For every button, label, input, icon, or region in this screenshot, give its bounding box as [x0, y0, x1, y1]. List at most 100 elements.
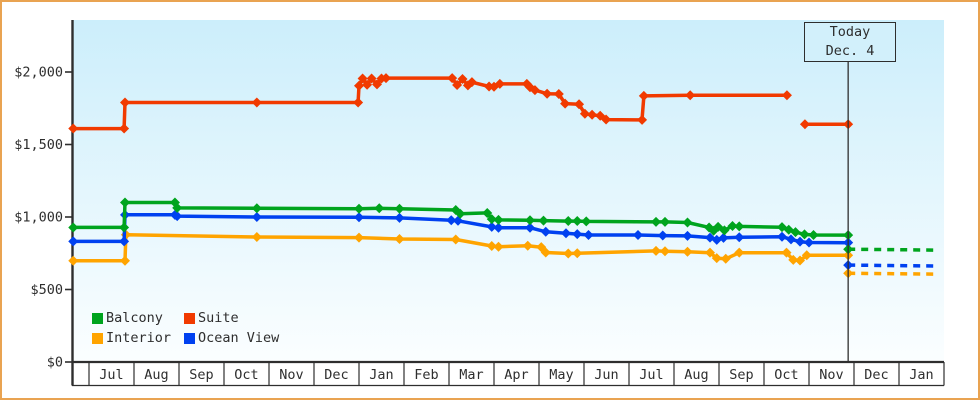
data-point-balcony: [734, 221, 745, 232]
legend-label: Ocean View: [198, 330, 280, 346]
data-point-interior: [563, 248, 574, 259]
data-point-ocean-view: [493, 222, 504, 233]
data-point-suite: [354, 80, 364, 91]
data-point-suite: [119, 123, 130, 134]
data-point-suite: [362, 79, 373, 90]
data-point-suite: [553, 89, 564, 100]
data-point-suite: [68, 123, 79, 134]
x-axis-month-label: May: [549, 367, 573, 383]
y-tick-label: $0: [47, 355, 63, 371]
data-point-ocean-view: [804, 237, 814, 248]
legend-label: Balcony: [106, 310, 163, 326]
data-point-ocean-view: [657, 230, 668, 241]
x-axis-month-label: Oct: [234, 367, 258, 383]
data-point-suite: [574, 99, 585, 110]
data-point-balcony: [354, 203, 364, 214]
data-point-suite: [457, 73, 468, 84]
data-point-interior: [450, 234, 461, 245]
data-point-interior: [486, 241, 497, 251]
data-point-suite: [637, 114, 648, 125]
data-point-suite: [638, 90, 649, 101]
x-axis-month-label: Dec: [324, 367, 348, 383]
x-axis-month-label: Aug: [144, 367, 168, 383]
x-axis-month-label: Nov: [819, 367, 843, 383]
data-point-ocean-view: [172, 211, 183, 222]
data-point-suite: [381, 73, 391, 84]
data-point-suite: [560, 98, 571, 109]
data-point-ocean-view: [251, 212, 262, 222]
data-point-interior: [682, 246, 693, 257]
data-point-balcony: [572, 216, 583, 227]
data-point-suite: [685, 90, 696, 101]
data-point-interior: [651, 245, 661, 256]
data-point-interior: [734, 247, 745, 258]
data-point-balcony: [808, 229, 819, 240]
today-date: Dec. 4: [825, 43, 875, 59]
forecast-line-ocean-view: [848, 263, 936, 268]
data-point-balcony: [120, 197, 130, 208]
data-point-suite: [357, 73, 368, 84]
data-point-interior: [795, 255, 805, 266]
data-point-interior: [120, 255, 130, 266]
today-label: Today: [829, 24, 871, 40]
data-point-interior: [720, 253, 731, 264]
y-tick-label: $1,000: [14, 210, 63, 226]
data-point-interior: [801, 250, 812, 261]
data-point-balcony: [651, 216, 661, 227]
data-point-suite: [601, 114, 612, 125]
data-point-interior: [705, 247, 715, 258]
plot-background: [73, 20, 944, 362]
data-point-balcony: [719, 225, 730, 236]
y-axis-ticks: $0 $500 $1,000 $1,500 $2,000: [14, 65, 73, 371]
x-axis-month-label: Jul: [639, 367, 663, 383]
data-point-suite: [251, 97, 262, 108]
legend-label: Suite: [198, 310, 239, 326]
x-axis-month-label: Sep: [729, 367, 753, 383]
x-axis-month-label: Nov: [279, 367, 303, 383]
data-point-balcony: [790, 227, 801, 238]
data-point-interior: [493, 241, 504, 252]
chart-legend: Balcony Suite Interior Ocean View: [92, 309, 279, 347]
data-point-interior: [522, 240, 533, 251]
data-point-balcony: [482, 207, 493, 218]
data-point-ocean-view: [446, 215, 457, 226]
data-point-suite: [372, 79, 382, 90]
data-point-suite: [799, 119, 810, 130]
data-point-interior: [540, 247, 551, 258]
data-point-ocean-view: [68, 236, 79, 247]
data-point-interior: [572, 248, 583, 259]
data-point-suite: [529, 85, 540, 96]
legend-item-interior: Interior: [92, 329, 184, 347]
data-point-balcony: [799, 229, 810, 240]
data-point-ocean-view: [486, 221, 497, 232]
data-point-balcony: [251, 203, 262, 214]
data-point-suite: [452, 80, 463, 91]
ocean-view-swatch-icon: [184, 332, 195, 344]
legend-item-balcony: Balcony: [92, 309, 184, 327]
data-point-balcony: [538, 215, 549, 226]
data-point-interior: [781, 247, 792, 258]
series-interior: [68, 229, 936, 279]
data-point-balcony: [660, 216, 670, 227]
x-axis-month-label: Jan: [369, 367, 393, 383]
data-point-suite: [353, 97, 364, 108]
data-point-ocean-view: [354, 212, 364, 223]
data-point-balcony: [172, 202, 183, 213]
x-axis-month-label: Jul: [99, 367, 123, 383]
data-point-balcony: [374, 203, 385, 214]
data-point-balcony: [563, 216, 574, 227]
data-point-balcony: [682, 217, 693, 228]
data-point-interior: [394, 234, 405, 245]
x-axis-month-label: Sep: [189, 367, 213, 383]
data-point-ocean-view: [795, 236, 805, 247]
data-point-ocean-view: [561, 228, 571, 239]
data-point-suite: [542, 88, 553, 99]
data-point-suite: [587, 109, 598, 120]
data-point-balcony: [727, 220, 738, 231]
interior-swatch-icon: [92, 332, 103, 344]
data-point-ocean-view: [682, 230, 693, 241]
data-point-balcony: [455, 208, 466, 219]
x-axis-month-strip: Jul Aug Sep Oct Nov Dec Jan Feb Mar Apr May Jun Jul A…: [72, 362, 945, 387]
data-point-suite: [366, 73, 377, 84]
